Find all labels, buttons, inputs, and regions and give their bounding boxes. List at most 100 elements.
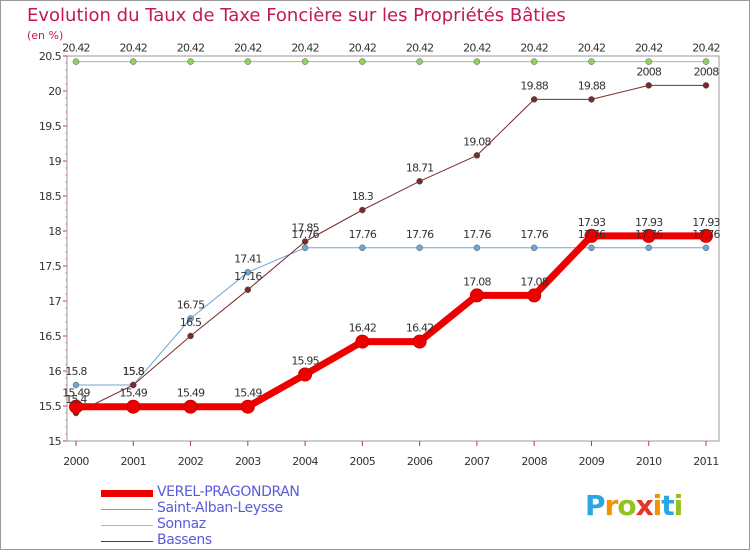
data-label: 20.42 [635, 42, 663, 55]
data-point [473, 58, 481, 65]
data-point [699, 228, 713, 243]
y-tick-label: 16 [48, 365, 61, 378]
data-point [584, 228, 599, 243]
x-tick-label: 2001 [120, 455, 146, 468]
data-point [301, 238, 309, 245]
data-label: 16.42 [406, 322, 434, 335]
logo-letter: i [673, 489, 684, 522]
data-label: 19.88 [520, 79, 548, 92]
data-label: 17.76 [578, 228, 606, 241]
logo-letter: P [585, 489, 606, 522]
data-point [187, 58, 194, 65]
data-label: 17.76 [463, 228, 491, 241]
data-label: 17.41 [234, 252, 262, 265]
data-label: 17.76 [349, 228, 377, 241]
data-point [645, 244, 652, 252]
logo-letter: o [617, 489, 636, 522]
data-label: 16.5 [180, 316, 202, 329]
x-tick-label: 2009 [579, 455, 605, 468]
data-point [359, 244, 366, 252]
data-point [530, 96, 538, 103]
data-label: 20.42 [62, 42, 90, 55]
proxiti-logo: Proxiti [585, 489, 684, 522]
legend-swatch [101, 540, 153, 542]
data-point [130, 381, 137, 389]
y-tick-label: 17.5 [39, 260, 62, 273]
x-tick-label: 2011 [693, 455, 719, 468]
logo-letter: r [604, 489, 619, 522]
series-line [76, 247, 706, 386]
data-label: 15.95 [291, 355, 319, 368]
data-label: 17.76 [635, 228, 663, 241]
data-point [72, 381, 80, 389]
data-point [645, 82, 652, 89]
data-point [702, 58, 710, 65]
x-tick-label: 2010 [636, 455, 662, 468]
data-label: 18.3 [352, 190, 374, 203]
y-tick-label: 18 [48, 225, 61, 238]
logo-letter: x [635, 489, 654, 522]
y-tick-label: 15 [48, 435, 61, 448]
data-point [469, 288, 484, 303]
legend-swatch [101, 524, 153, 526]
x-tick-label: 2007 [464, 455, 490, 468]
data-point [416, 244, 423, 252]
data-label: 15.8 [123, 365, 145, 378]
data-label: 17.08 [520, 275, 548, 288]
data-point [530, 244, 538, 252]
data-point [588, 244, 595, 252]
data-point [187, 315, 194, 322]
data-label: 15.8 [65, 365, 87, 378]
data-label: 17.76 [406, 228, 434, 241]
data-label: 15.4 [65, 393, 87, 406]
data-point [355, 334, 370, 349]
data-label: 17.85 [291, 222, 319, 235]
data-label: 20.42 [406, 42, 434, 55]
data-label: 20.42 [578, 42, 606, 55]
data-label: 20.42 [291, 42, 319, 55]
plot-area [66, 55, 720, 442]
chart-title: Evolution du Taux de Taxe Foncière sur l… [27, 5, 566, 26]
data-label: 15.8 [123, 365, 145, 378]
y-tick-label: 16.5 [39, 330, 62, 343]
data-label: 16.42 [349, 322, 377, 335]
data-label: 15.49 [177, 387, 205, 400]
y-tick-label: 19 [48, 155, 61, 168]
data-label: 17.93 [635, 216, 663, 229]
y-tick-label: 18.5 [39, 190, 62, 203]
data-point [240, 399, 255, 414]
data-point [183, 399, 198, 414]
data-point [301, 244, 309, 252]
data-label: 19.88 [578, 79, 606, 92]
data-point [416, 178, 423, 185]
legend-label: Saint-Alban-Leysse [157, 500, 283, 516]
legend-label: Bassens [157, 532, 212, 548]
data-point [126, 399, 141, 414]
series-line [76, 232, 706, 411]
data-label: 17.93 [692, 216, 720, 229]
data-point [416, 58, 423, 65]
data-point [359, 58, 366, 65]
y-tick-label: 20 [48, 85, 61, 98]
data-label: 2008 [694, 65, 720, 78]
data-point [69, 399, 83, 414]
data-label: 20.42 [120, 42, 148, 55]
data-label: 20.42 [463, 42, 491, 55]
data-label: 17.16 [234, 270, 262, 283]
data-label: 15.49 [234, 387, 262, 400]
data-label: 19.08 [463, 135, 491, 148]
data-label: 17.08 [463, 275, 491, 288]
data-label: 17.76 [291, 228, 319, 241]
data-label: 15.49 [120, 387, 148, 400]
data-point [588, 58, 595, 65]
y-tick-label: 15.5 [39, 400, 62, 413]
data-point [244, 269, 252, 276]
unit-label: (en %) [27, 29, 64, 42]
logo-letter: i [652, 489, 663, 522]
x-tick-label: 2002 [178, 455, 204, 468]
data-label: 16.75 [177, 299, 205, 312]
data-point [702, 82, 710, 89]
data-label: 20.42 [177, 42, 205, 55]
